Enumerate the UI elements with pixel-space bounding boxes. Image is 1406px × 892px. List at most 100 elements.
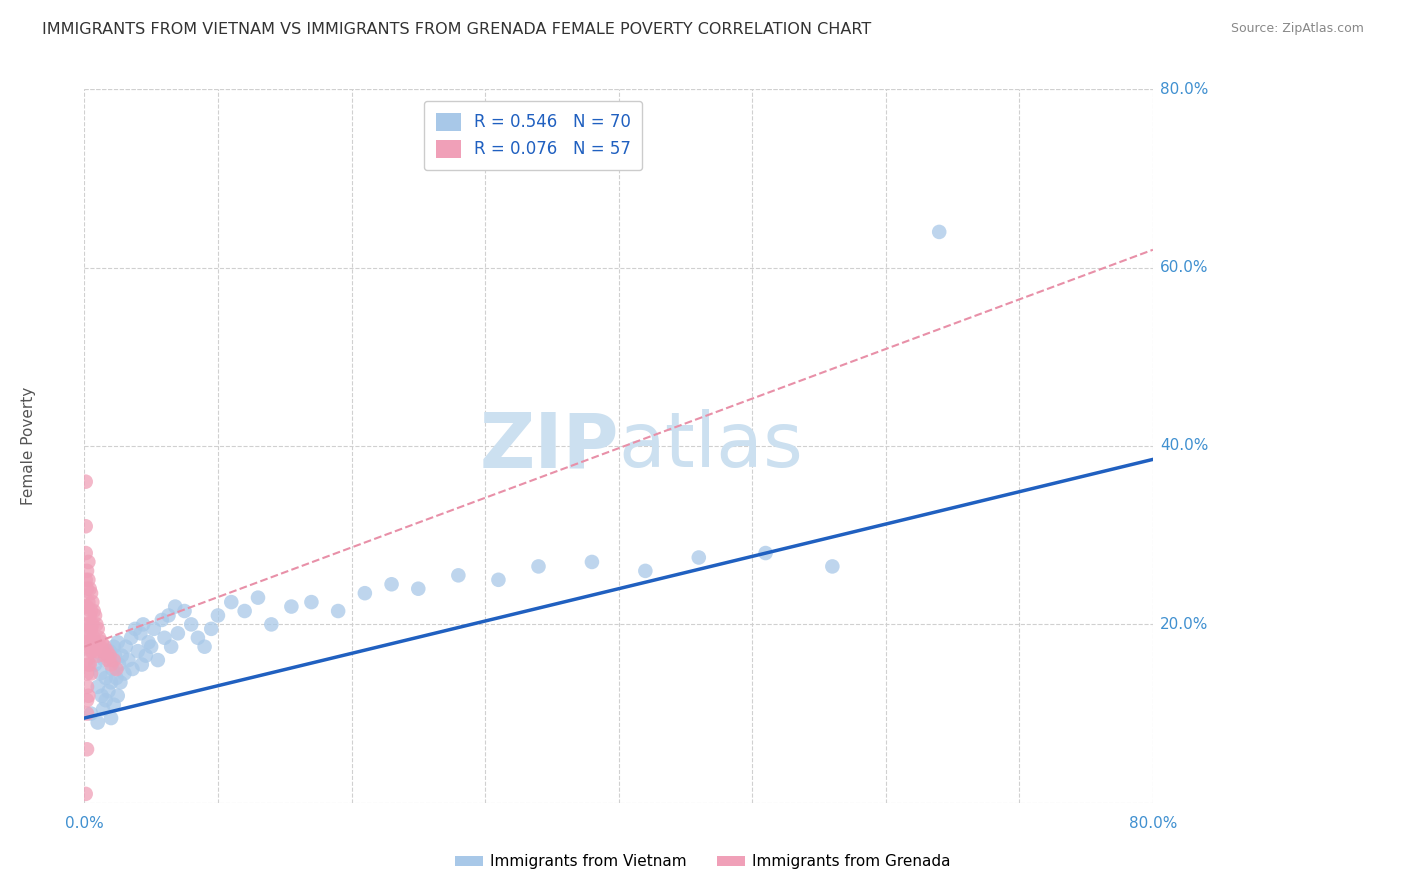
Text: ZIP: ZIP (479, 409, 619, 483)
Point (80, 706, 103, 721)
Point (87, 715, 110, 730)
Point (110, 675, 132, 690)
Point (928, 225, 950, 239)
Point (755, 546, 778, 560)
Point (221, 595, 243, 609)
Point (75, 626, 97, 640)
Point (76, 693, 98, 707)
Point (138, 635, 160, 649)
Point (76, 666, 98, 681)
Point (76, 653, 98, 667)
Point (105, 662, 128, 676)
Point (93, 640, 115, 654)
Point (80, 644, 103, 658)
Point (132, 617, 155, 632)
Point (83, 604, 105, 618)
Point (96, 644, 118, 658)
Point (86, 644, 108, 658)
Point (75, 787, 97, 801)
Point (260, 617, 283, 632)
Point (207, 608, 229, 623)
Point (173, 604, 195, 618)
Text: 80.0%: 80.0% (1129, 816, 1177, 831)
Point (97, 684, 120, 698)
Text: 0.0%: 0.0% (65, 816, 104, 831)
Point (79, 582, 101, 596)
Point (76, 564, 98, 578)
Point (114, 666, 135, 681)
Point (141, 640, 163, 654)
Point (157, 608, 180, 623)
Point (108, 657, 131, 672)
Point (77, 689, 100, 703)
Point (135, 648, 157, 663)
Point (94, 648, 117, 663)
Point (153, 631, 176, 645)
Point (98, 648, 121, 663)
Point (301, 595, 323, 609)
Point (75, 599, 97, 614)
Point (84, 608, 107, 623)
Point (326, 604, 350, 618)
Point (160, 640, 183, 654)
Point (77, 555, 100, 569)
Point (75, 475, 97, 489)
Point (94, 693, 117, 707)
Point (76, 706, 98, 721)
Point (94, 671, 117, 685)
Point (82, 617, 104, 632)
Point (634, 564, 657, 578)
Point (100, 675, 122, 690)
Point (77, 573, 100, 587)
Point (107, 689, 129, 703)
Point (76, 742, 98, 756)
Point (194, 640, 217, 654)
Point (76, 635, 98, 649)
Point (280, 599, 302, 614)
Point (200, 622, 222, 636)
Legend: R = 0.546   N = 70, R = 0.076   N = 57: R = 0.546 N = 70, R = 0.076 N = 57 (423, 101, 643, 170)
Point (187, 631, 209, 645)
Point (100, 657, 122, 672)
Point (408, 582, 430, 596)
Text: atlas: atlas (619, 409, 803, 483)
Point (821, 559, 844, 574)
Point (165, 599, 187, 614)
Point (142, 622, 165, 636)
Point (167, 626, 190, 640)
Point (247, 591, 270, 605)
Point (87, 680, 110, 694)
Point (381, 577, 404, 591)
Point (90, 635, 112, 649)
Point (100, 711, 122, 725)
Point (80, 622, 103, 636)
Point (82, 595, 104, 609)
Point (146, 653, 169, 667)
Point (129, 626, 152, 640)
Point (75, 519, 97, 533)
Point (121, 662, 143, 676)
Point (111, 648, 134, 663)
Point (77, 657, 100, 672)
Legend: Immigrants from Vietnam, Immigrants from Grenada: Immigrants from Vietnam, Immigrants from… (449, 848, 957, 875)
Point (84, 635, 107, 649)
Point (527, 559, 550, 574)
Point (76, 680, 98, 694)
Point (87, 648, 110, 663)
Point (76, 617, 98, 632)
Point (76, 582, 98, 596)
Point (114, 640, 136, 654)
Point (75, 573, 97, 587)
Point (117, 653, 139, 667)
Point (87, 631, 110, 645)
Text: 80.0%: 80.0% (1160, 82, 1208, 96)
Point (101, 662, 124, 676)
Point (103, 653, 125, 667)
Text: IMMIGRANTS FROM VIETNAM VS IMMIGRANTS FROM GRENADA FEMALE POVERTY CORRELATION CH: IMMIGRANTS FROM VIETNAM VS IMMIGRANTS FR… (42, 22, 872, 37)
Point (89, 666, 111, 681)
Point (97, 653, 120, 667)
Point (91, 702, 114, 716)
Point (86, 617, 108, 632)
Point (91, 644, 114, 658)
Point (77, 595, 100, 609)
